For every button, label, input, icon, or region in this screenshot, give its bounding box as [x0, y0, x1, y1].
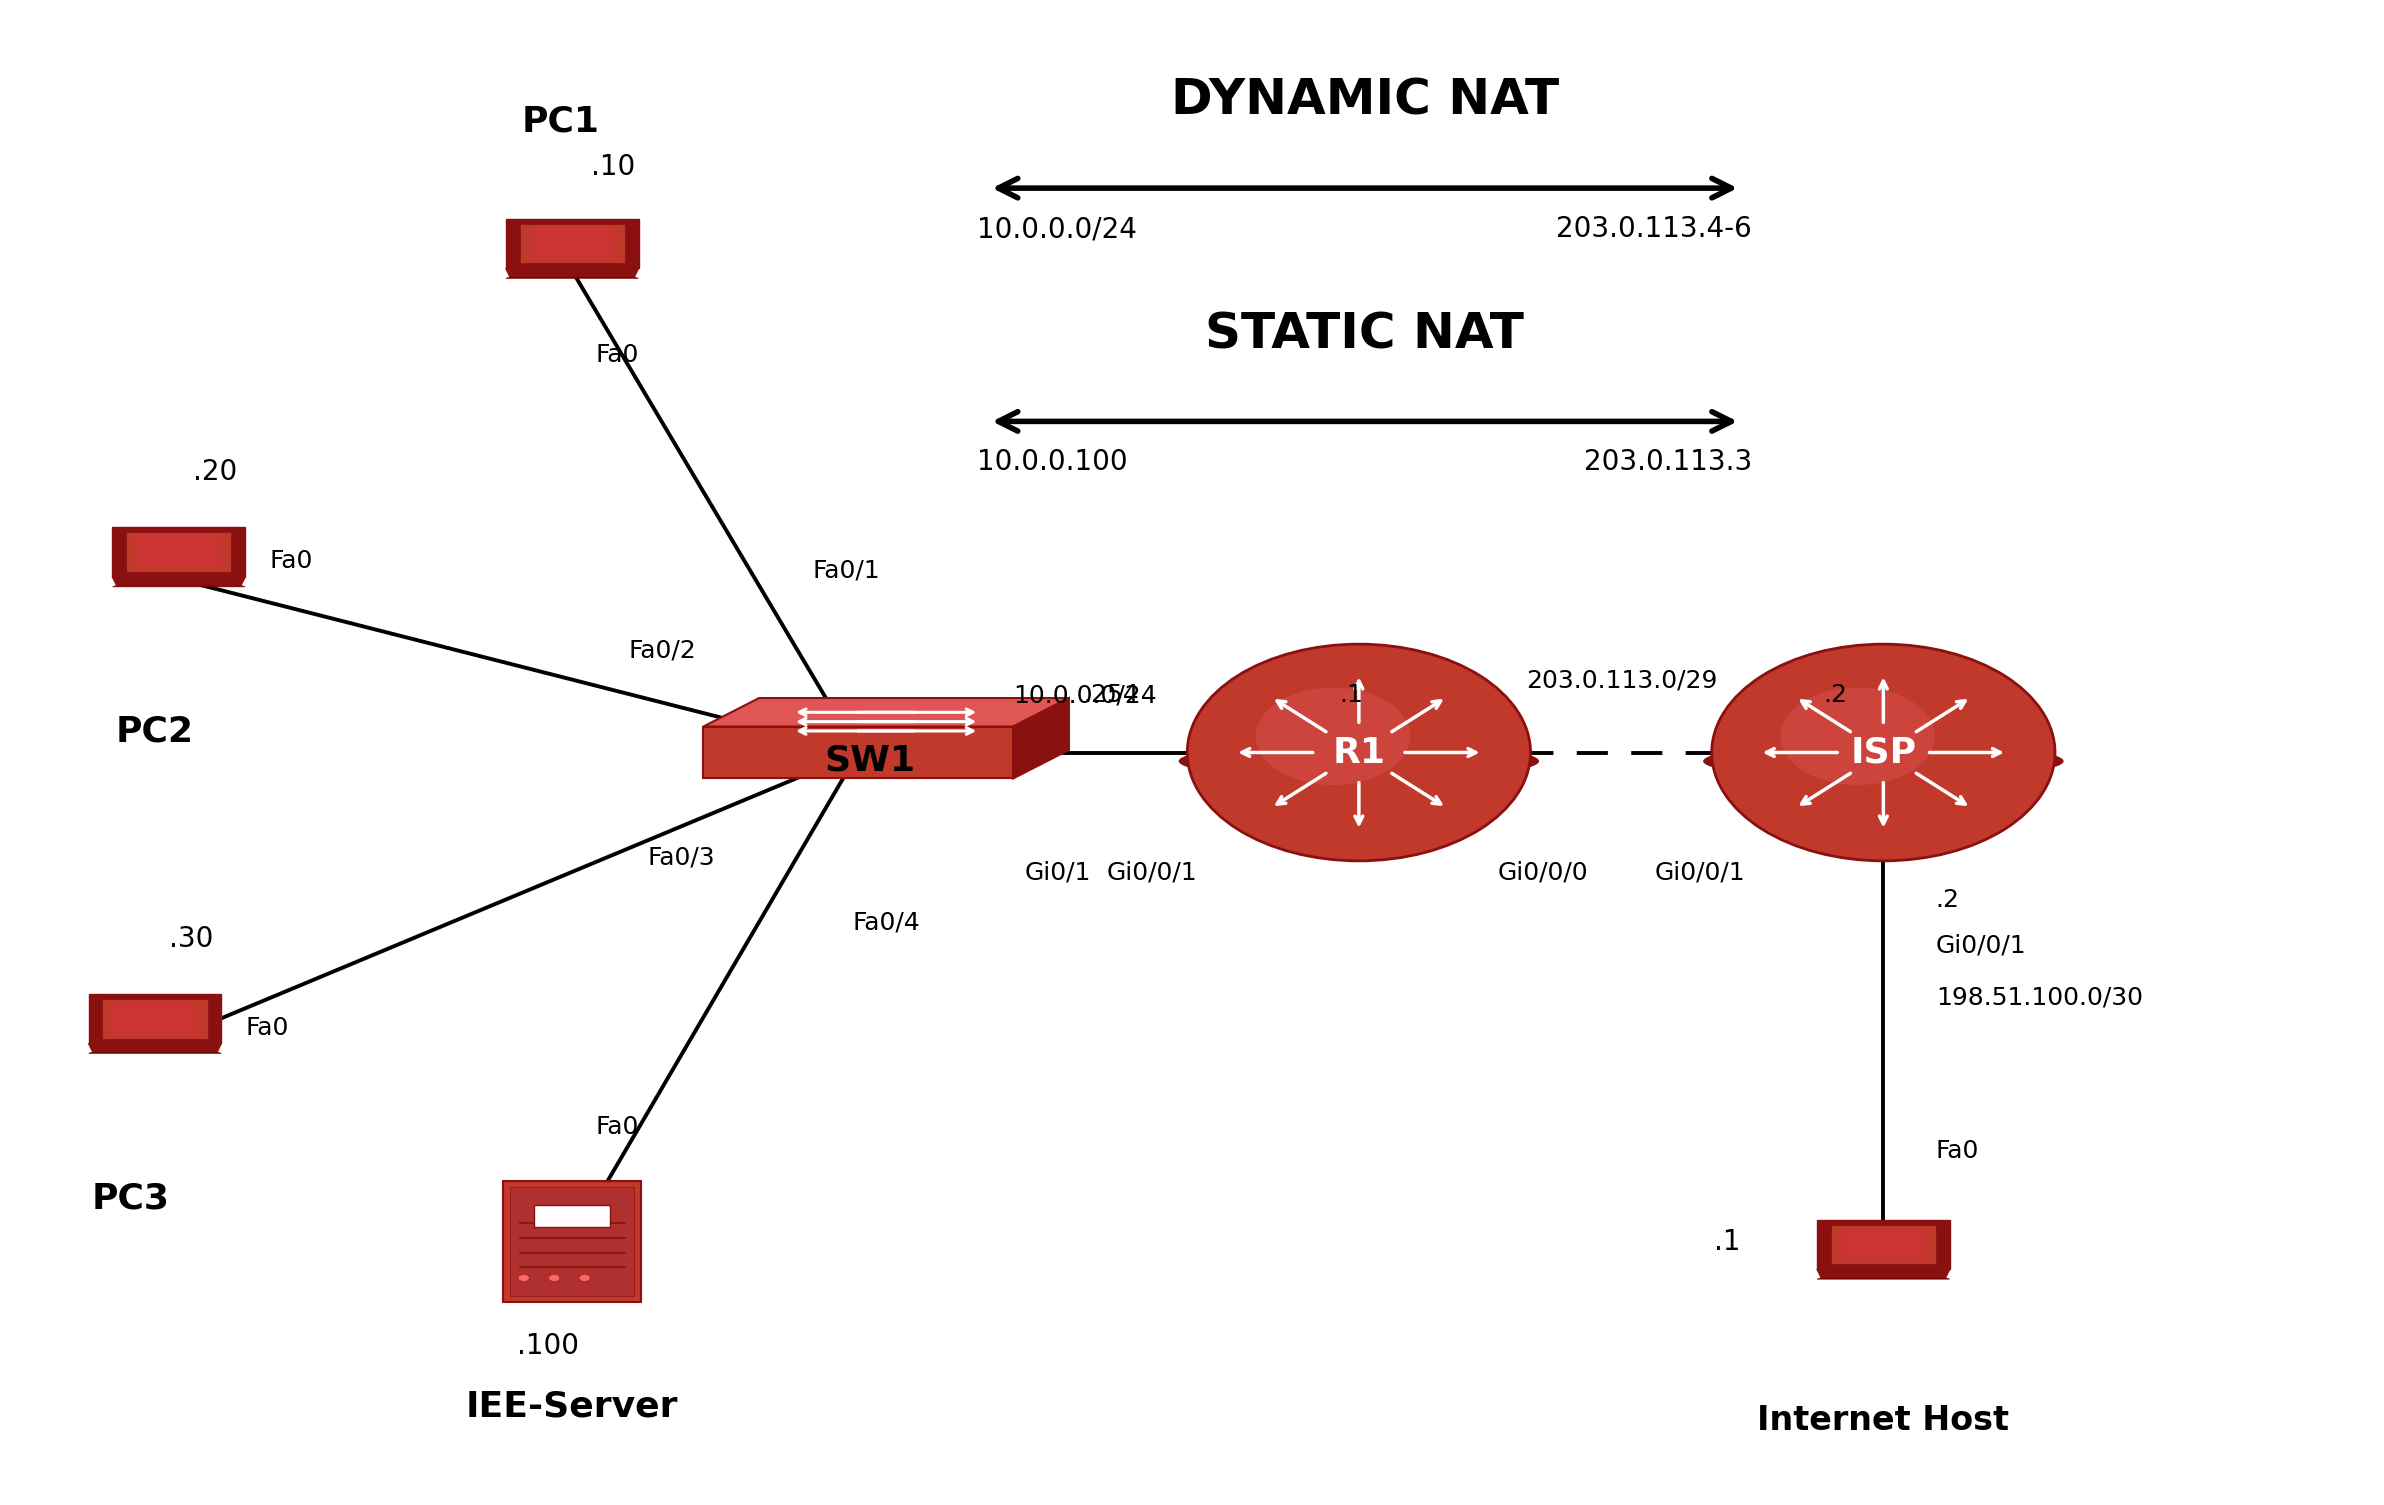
Text: Fa0: Fa0 [596, 1115, 639, 1139]
Polygon shape [112, 527, 246, 576]
Text: 203.0.113.0/29: 203.0.113.0/29 [1526, 668, 1716, 692]
Text: Internet Host: Internet Host [1757, 1404, 2010, 1437]
Ellipse shape [1178, 742, 1540, 780]
Text: 198.51.100.0/30: 198.51.100.0/30 [1936, 986, 2143, 1008]
Text: Gi0/0/0: Gi0/0/0 [1497, 861, 1588, 885]
Polygon shape [114, 1002, 195, 1034]
Polygon shape [1831, 1225, 1936, 1264]
Polygon shape [534, 1206, 610, 1227]
Polygon shape [88, 1043, 222, 1052]
Polygon shape [1013, 698, 1068, 778]
Polygon shape [126, 533, 231, 572]
Text: 10.0.0.0/24: 10.0.0.0/24 [977, 215, 1137, 244]
Text: .20: .20 [193, 458, 238, 486]
Ellipse shape [1712, 644, 2055, 861]
Text: Fa0/3: Fa0/3 [648, 846, 715, 870]
Text: Fa0/1: Fa0/1 [813, 558, 880, 582]
Polygon shape [703, 727, 1013, 778]
Polygon shape [520, 224, 625, 263]
Text: .1: .1 [1340, 683, 1364, 707]
Ellipse shape [1187, 644, 1531, 861]
Text: .254: .254 [1085, 683, 1140, 707]
Text: Gi0/0/1: Gi0/0/1 [1654, 861, 1745, 885]
Text: .2: .2 [1824, 683, 1848, 707]
Polygon shape [138, 536, 219, 567]
Polygon shape [703, 698, 1068, 727]
Circle shape [548, 1275, 560, 1281]
Text: .1: .1 [1714, 1228, 1740, 1255]
Text: Gi0/0/1: Gi0/0/1 [1106, 861, 1197, 885]
Text: Fa0: Fa0 [246, 1016, 288, 1040]
Circle shape [579, 1275, 591, 1281]
Polygon shape [505, 268, 639, 277]
Text: 203.0.113.3: 203.0.113.3 [1583, 448, 1752, 477]
Polygon shape [88, 993, 222, 1043]
Text: Fa0: Fa0 [596, 343, 639, 367]
Polygon shape [532, 227, 613, 259]
Text: STATIC NAT: STATIC NAT [1206, 310, 1523, 358]
Text: ISP: ISP [1850, 736, 1917, 769]
Ellipse shape [1256, 688, 1411, 786]
Text: .10: .10 [591, 152, 637, 181]
Polygon shape [1817, 1219, 1950, 1269]
Text: DYNAMIC NAT: DYNAMIC NAT [1171, 77, 1559, 125]
Text: 10.0.0.0/24: 10.0.0.0/24 [1013, 683, 1156, 707]
Text: R1: R1 [1333, 736, 1385, 769]
Polygon shape [510, 1187, 634, 1296]
Text: PC1: PC1 [522, 104, 598, 138]
Polygon shape [505, 218, 639, 268]
Text: 203.0.113.4-6: 203.0.113.4-6 [1557, 215, 1752, 244]
Text: Fa0/2: Fa0/2 [629, 638, 696, 662]
Text: .100: .100 [517, 1332, 579, 1361]
Text: Gi0/0/1: Gi0/0/1 [1936, 933, 2026, 957]
Text: IEE-Server: IEE-Server [465, 1389, 679, 1424]
Text: 10.0.0.100: 10.0.0.100 [977, 448, 1128, 477]
Polygon shape [1843, 1228, 1924, 1260]
Text: PC3: PC3 [93, 1181, 169, 1216]
Circle shape [517, 1275, 529, 1281]
Text: Gi0/1: Gi0/1 [1025, 861, 1092, 885]
Polygon shape [103, 999, 207, 1038]
Ellipse shape [1702, 742, 2065, 780]
Text: SW1: SW1 [825, 743, 915, 777]
Text: PC2: PC2 [117, 715, 193, 749]
Polygon shape [503, 1181, 641, 1302]
Text: Fa0: Fa0 [1936, 1139, 1979, 1163]
Polygon shape [112, 576, 246, 585]
Polygon shape [1817, 1269, 1950, 1278]
Text: Fa0: Fa0 [269, 549, 312, 573]
Text: Fa0/4: Fa0/4 [853, 911, 920, 935]
Text: .2: .2 [1936, 888, 1960, 912]
Ellipse shape [1781, 688, 1936, 786]
Text: .30: .30 [169, 924, 215, 953]
